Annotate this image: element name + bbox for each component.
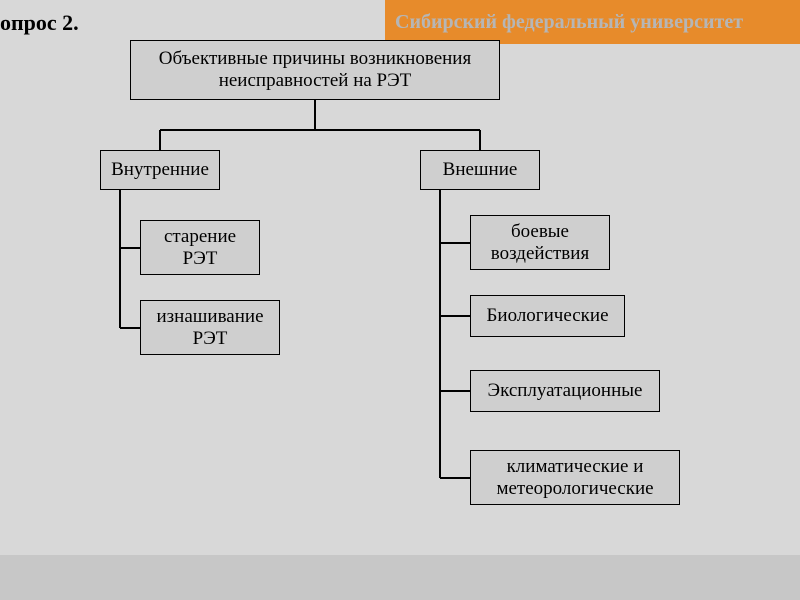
node-combat-text: боевые воздействия: [477, 221, 603, 265]
node-aging: старение РЭТ: [140, 220, 260, 275]
node-oper-text: Эксплуатационные: [488, 380, 643, 402]
university-banner-text: Сибирский федеральный университет: [395, 11, 743, 34]
node-root-text: Объективные причины возникновения неиспр…: [137, 48, 493, 92]
node-operational: Эксплуатационные: [470, 370, 660, 412]
diagram-stage: Сибирский федеральный университет опрос …: [0, 0, 800, 600]
question-label-text: опрос 2.: [0, 10, 79, 35]
footer-shade: [0, 555, 800, 600]
node-root: Объективные причины возникновения неиспр…: [130, 40, 500, 100]
node-wear: изнашивание РЭТ: [140, 300, 280, 355]
node-external: Внешние: [420, 150, 540, 190]
node-internal-text: Внутренние: [111, 159, 209, 181]
question-label: опрос 2.: [0, 10, 79, 36]
university-banner: Сибирский федеральный университет: [385, 0, 800, 44]
node-external-text: Внешние: [443, 159, 518, 181]
node-internal: Внутренние: [100, 150, 220, 190]
node-wear-text: изнашивание РЭТ: [147, 306, 273, 350]
node-clim-text: климатические и метеорологические: [477, 456, 673, 500]
node-combat: боевые воздействия: [470, 215, 610, 270]
node-bio-text: Биологические: [487, 305, 609, 327]
node-climatic: климатические и метеорологические: [470, 450, 680, 505]
node-biological: Биологические: [470, 295, 625, 337]
node-aging-text: старение РЭТ: [147, 226, 253, 270]
